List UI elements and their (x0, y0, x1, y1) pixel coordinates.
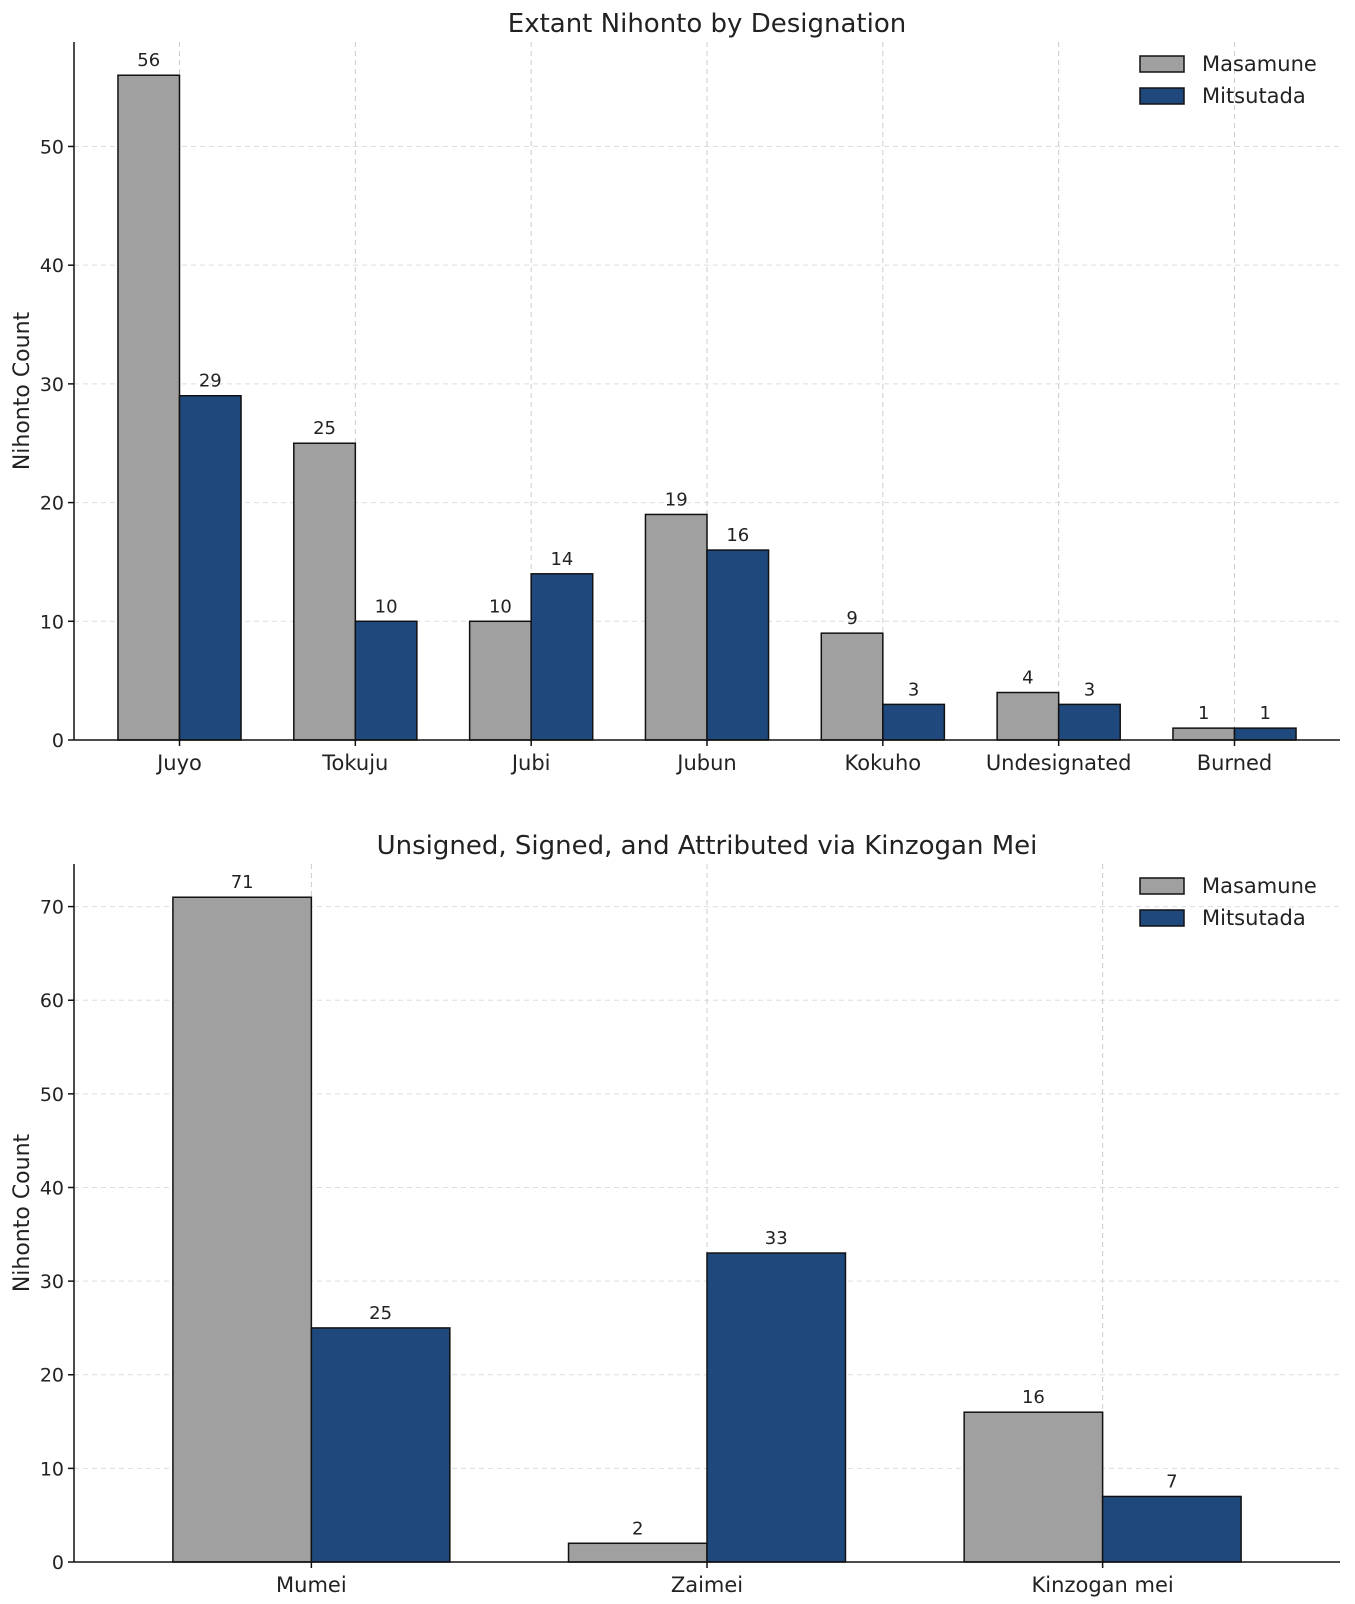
bar-mitsutada-jubi (530, 573, 594, 741)
bar-masamune-jubi (468, 620, 532, 741)
x-tick-label: Kokuho (845, 751, 922, 775)
y-axis-label: Nihonto Count (10, 1133, 35, 1292)
y-tick-label: 30 (40, 1271, 64, 1293)
data-label: 10 (489, 596, 512, 617)
bar-mitsutada-tokuju (354, 620, 418, 741)
data-label: 2 (632, 1518, 643, 1539)
data-label: 29 (199, 371, 222, 392)
y-tick-label: 50 (40, 136, 64, 158)
data-label: 16 (726, 525, 749, 546)
bar-masamune-tokuju (293, 442, 357, 741)
data-label: 1 (1260, 703, 1271, 724)
data-label: 19 (665, 489, 688, 510)
data-label: 33 (765, 1228, 788, 1249)
chart-title: Unsigned, Signed, and Attributed via Kin… (377, 831, 1038, 861)
x-tick-label: Undesignated (986, 751, 1132, 775)
x-tick-label: Juyo (155, 751, 202, 775)
x-tick-label: Zaimei (671, 1573, 743, 1597)
y-axis-label: Nihonto Count (10, 311, 35, 470)
legend-label-mitsutada: Mitsutada (1202, 906, 1306, 930)
bar-mitsutada-mumei (310, 1327, 451, 1563)
legend-label-mitsutada: Mitsutada (1202, 84, 1306, 108)
bar-masamune-mumei (172, 896, 313, 1563)
y-tick-label: 50 (40, 1084, 64, 1106)
y-tick-label: 10 (40, 611, 64, 633)
data-label: 25 (369, 1303, 392, 1324)
bar-mitsutada-juyo (178, 394, 242, 741)
legend-swatch-mitsutada (1139, 87, 1185, 105)
data-label: 10 (375, 596, 398, 617)
bar-mitsutada-burned (1233, 727, 1297, 741)
y-tick-label: 30 (40, 374, 64, 396)
bar-masamune-zaimei (567, 1542, 708, 1563)
y-tick-label: 70 (40, 897, 64, 919)
bar-masamune-burned (1172, 727, 1236, 741)
bar-masamune-kokuho (820, 632, 884, 741)
data-label: 14 (550, 549, 573, 570)
bar-masamune-jubun (644, 513, 708, 741)
y-tick-label: 0 (52, 1552, 64, 1574)
y-tick-label: 20 (40, 1365, 64, 1387)
y-tick-label: 20 (40, 493, 64, 515)
chart-title: Extant Nihonto by Designation (508, 9, 906, 39)
y-tick-label: 60 (40, 990, 64, 1012)
bar-mitsutada-jubun (706, 549, 770, 741)
y-tick-label: 40 (40, 255, 64, 277)
bar-masamune-juyo (117, 74, 181, 741)
y-tick-label: 0 (52, 730, 64, 752)
bar-masamune-undesignated (996, 691, 1060, 741)
legend-swatch-masamune (1139, 877, 1185, 895)
x-tick-label: Mumei (276, 1573, 347, 1597)
x-tick-label: Kinzogan mei (1032, 1573, 1174, 1597)
bar-mitsutada-kokuho (882, 703, 946, 741)
x-tick-label: Tokuju (321, 751, 388, 775)
data-label: 25 (313, 418, 336, 439)
legend-swatch-masamune (1139, 55, 1185, 73)
data-label: 56 (137, 50, 160, 71)
y-tick-label: 40 (40, 1177, 64, 1199)
data-label: 7 (1166, 1471, 1177, 1492)
y-tick-label: 10 (40, 1458, 64, 1480)
legend-label-masamune: Masamune (1202, 52, 1317, 76)
chart-2: Unsigned, Signed, and Attributed via Kin… (10, 831, 1340, 1597)
data-label: 4 (1022, 668, 1033, 689)
x-tick-label: Burned (1197, 751, 1273, 775)
data-label: 9 (846, 608, 857, 629)
data-label: 16 (1022, 1387, 1045, 1408)
data-label: 1 (1198, 703, 1209, 724)
legend-label-masamune: Masamune (1202, 874, 1317, 898)
legend-swatch-mitsutada (1139, 909, 1185, 927)
x-tick-label: Jubun (675, 751, 736, 775)
data-label: 3 (908, 679, 919, 700)
data-label: 71 (231, 872, 254, 893)
bar-mitsutada-kinzogan-mei (1101, 1495, 1242, 1563)
bar-mitsutada-undesignated (1057, 703, 1121, 741)
data-label: 3 (1084, 679, 1095, 700)
bar-mitsutada-zaimei (706, 1252, 847, 1563)
bar-masamune-kinzogan-mei (963, 1411, 1104, 1563)
x-tick-label: Jubi (510, 751, 551, 775)
